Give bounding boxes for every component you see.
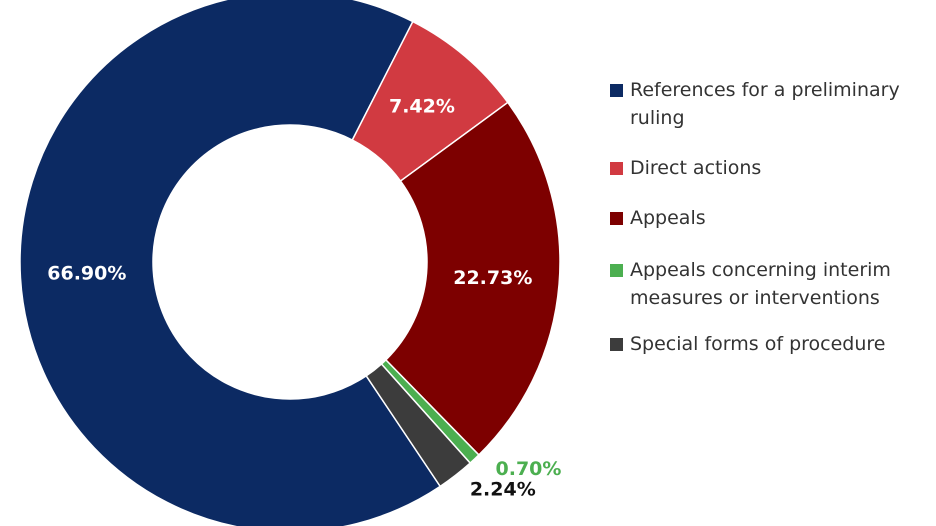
data-label: 22.73%: [453, 267, 532, 289]
donut-slice: [384, 101, 561, 457]
legend-item: Appeals concerning interim measures or i…: [610, 256, 930, 312]
legend: References for a preliminary ruling Direc…: [610, 76, 930, 358]
legend-swatch: [610, 264, 623, 277]
legend-swatch: [610, 338, 623, 351]
donut-slice: [365, 362, 472, 488]
legend-label: Appeals concerning interim measures or i…: [630, 259, 891, 309]
legend-label: Special forms of procedure: [630, 333, 886, 355]
legend-swatch: [610, 162, 623, 175]
data-label: 0.70%: [496, 458, 562, 480]
legend-item: Appeals: [610, 204, 930, 232]
legend-label: Direct actions: [630, 157, 762, 179]
legend-swatch: [610, 84, 623, 97]
legend-label: Appeals: [630, 207, 706, 229]
data-label: 66.90%: [47, 262, 126, 284]
legend-item: Special forms of procedure: [610, 330, 930, 358]
legend-item: References for a preliminary ruling: [610, 76, 930, 132]
legend-item: Direct actions: [610, 154, 930, 182]
donut-slice: [19, 0, 442, 526]
legend-swatch: [610, 212, 623, 225]
data-label: 7.42%: [389, 96, 455, 118]
legend-label: References for a preliminary ruling: [630, 79, 900, 129]
data-label: 2.24%: [470, 479, 536, 501]
